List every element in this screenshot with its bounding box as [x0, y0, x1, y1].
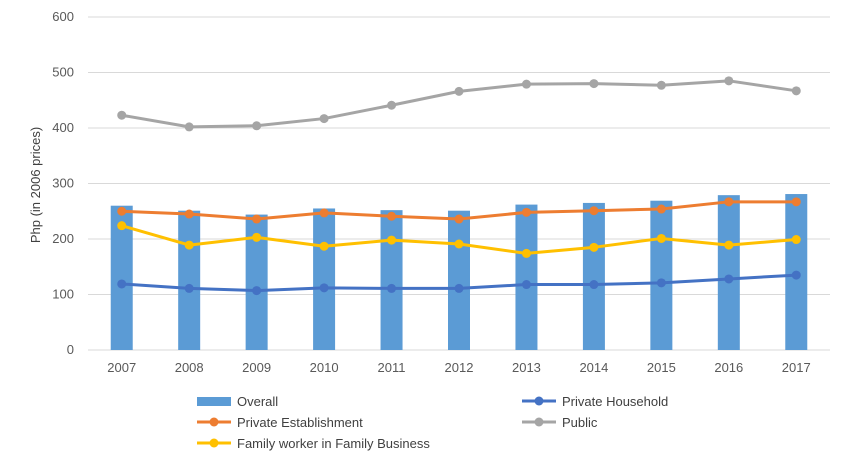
- legend-marker-private-household: [534, 396, 544, 406]
- x-tick-label: 2016: [714, 360, 743, 375]
- legend-label-overall: Overall: [237, 394, 278, 409]
- bar-overall: [110, 205, 133, 350]
- point-family-worker-in-family-business: [184, 240, 194, 250]
- legend: Overall Private Household Private Establis…: [197, 394, 668, 451]
- point-private-establishment: [454, 214, 464, 224]
- point-private-household: [184, 283, 194, 293]
- x-tick-labels: 2007 2008 2009 2010 2011 2012 2013 2014 2015 2016…: [107, 360, 810, 375]
- point-private-household: [117, 279, 127, 289]
- point-private-establishment: [656, 204, 666, 214]
- point-private-household: [521, 280, 531, 290]
- point-private-household: [454, 283, 464, 293]
- x-tick-label: 2017: [782, 360, 811, 375]
- point-family-worker-in-family-business: [589, 242, 599, 252]
- y-tick-label: 0: [67, 342, 74, 357]
- point-family-worker-in-family-business: [521, 248, 531, 258]
- point-family-worker-in-family-business: [724, 240, 734, 250]
- point-private-establishment: [521, 207, 531, 217]
- bar-overall: [515, 204, 538, 350]
- point-private-household: [589, 280, 599, 290]
- bar-overall: [178, 210, 201, 350]
- bars-overall: [110, 194, 808, 350]
- point-private-household: [252, 286, 262, 296]
- point-public: [387, 100, 397, 110]
- x-tick-label: 2012: [445, 360, 474, 375]
- point-family-worker-in-family-business: [387, 235, 397, 245]
- point-public: [454, 86, 464, 96]
- point-private-establishment: [184, 209, 194, 219]
- x-tick-label: 2008: [175, 360, 204, 375]
- series-lines: [117, 76, 801, 296]
- bar-overall: [650, 200, 673, 350]
- x-tick-label: 2009: [242, 360, 271, 375]
- point-family-worker-in-family-business: [319, 241, 329, 251]
- y-tick-label: 200: [52, 231, 74, 246]
- point-private-establishment: [589, 206, 599, 216]
- x-tick-label: 2007: [107, 360, 136, 375]
- point-public: [252, 121, 262, 131]
- bar-overall: [313, 208, 336, 350]
- bar-overall: [582, 202, 605, 350]
- y-axis-title: Php (in 2006 prices): [28, 127, 43, 243]
- point-public: [117, 110, 127, 120]
- point-public: [319, 114, 329, 124]
- point-family-worker-in-family-business: [117, 221, 127, 231]
- point-public: [589, 79, 599, 89]
- y-tick-label: 400: [52, 120, 74, 135]
- point-public: [656, 80, 666, 90]
- x-tick-label: 2014: [579, 360, 608, 375]
- legend-marker-family-worker-in-family-business: [209, 438, 219, 448]
- y-tick-label: 300: [52, 176, 74, 191]
- point-public: [724, 76, 734, 86]
- point-private-household: [319, 283, 329, 293]
- x-tick-label: 2015: [647, 360, 676, 375]
- point-private-establishment: [319, 208, 329, 218]
- bar-overall: [245, 214, 268, 350]
- point-family-worker-in-family-business: [252, 232, 262, 242]
- point-private-establishment: [724, 197, 734, 207]
- y-tick-labels: 0 100 200 300 400 500 600: [52, 9, 74, 357]
- point-family-worker-in-family-business: [791, 235, 801, 245]
- point-private-establishment: [117, 206, 127, 216]
- legend-label-private-household: Private Household: [562, 394, 668, 409]
- y-tick-label: 100: [52, 287, 74, 302]
- bar-overall: [717, 195, 740, 350]
- point-public: [521, 79, 531, 89]
- x-tick-label: 2013: [512, 360, 541, 375]
- y-tick-label: 600: [52, 9, 74, 24]
- legend-marker-public: [534, 417, 544, 427]
- y-tick-label: 500: [52, 65, 74, 80]
- x-tick-label: 2010: [310, 360, 339, 375]
- point-private-establishment: [252, 214, 262, 224]
- point-private-household: [656, 278, 666, 288]
- point-private-household: [724, 274, 734, 284]
- point-public: [791, 86, 801, 96]
- legend-label-family-worker-in-family-business: Family worker in Family Business: [237, 436, 430, 451]
- legend-label-private-establishment: Private Establishment: [237, 415, 363, 430]
- bar-overall: [448, 210, 470, 350]
- bar-overall: [380, 210, 403, 350]
- point-private-establishment: [387, 211, 397, 221]
- legend-label-public: Public: [562, 415, 598, 430]
- point-private-household: [791, 270, 801, 280]
- point-public: [184, 122, 194, 132]
- point-private-establishment: [791, 197, 801, 207]
- point-private-household: [387, 283, 397, 293]
- point-family-worker-in-family-business: [656, 233, 666, 243]
- legend-swatch-overall: [197, 397, 231, 406]
- point-family-worker-in-family-business: [454, 239, 464, 249]
- legend-marker-private-establishment: [209, 417, 219, 427]
- x-tick-label: 2011: [378, 360, 406, 375]
